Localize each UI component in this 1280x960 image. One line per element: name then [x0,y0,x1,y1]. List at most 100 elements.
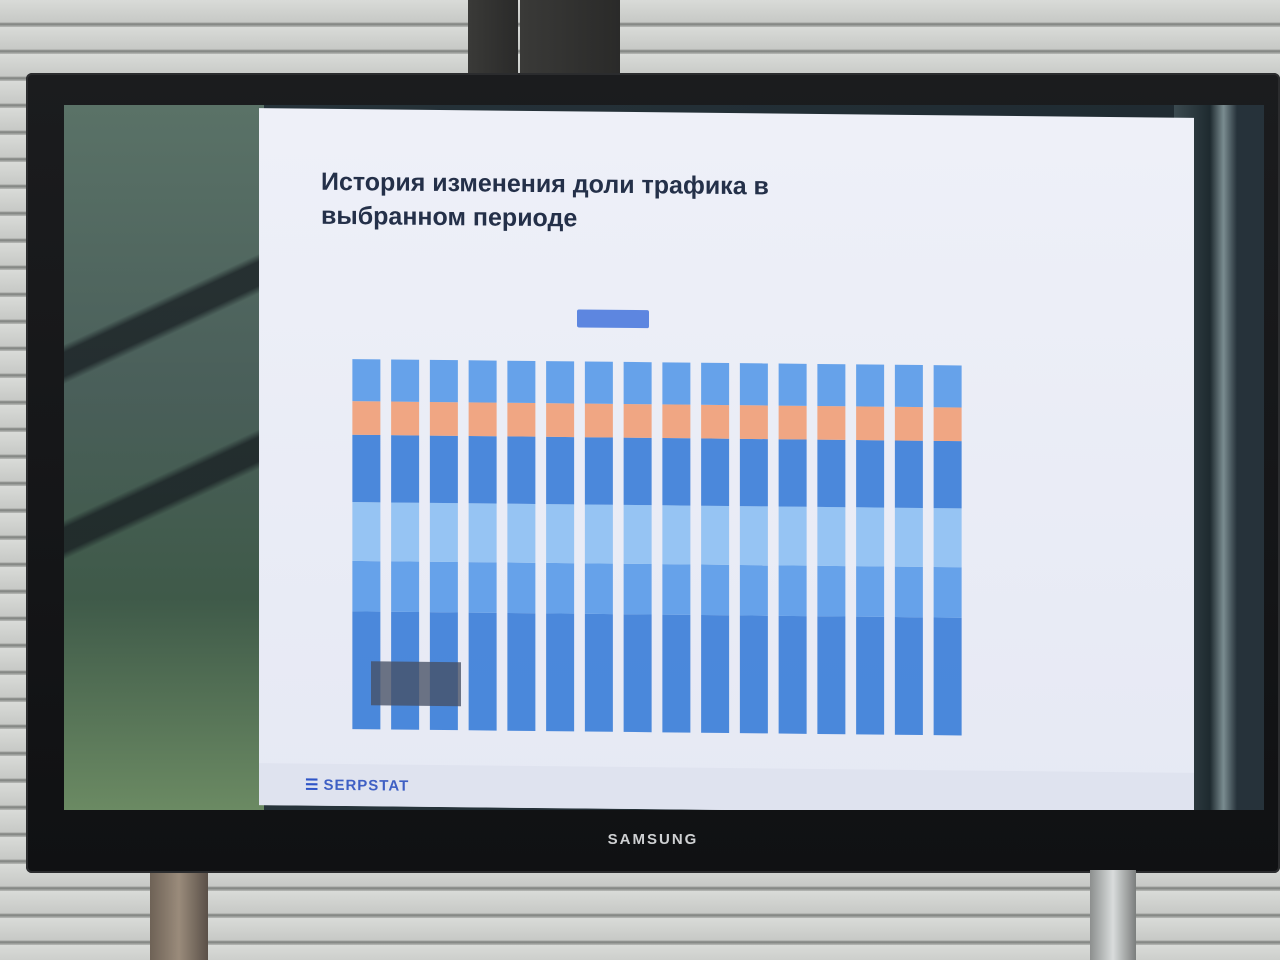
presentation-slide: История изменения доли трафика в выбранн… [259,108,1194,810]
bar-segment [429,502,458,563]
bar-segment [856,566,885,617]
bar-segment [468,402,497,437]
bar-segment [584,563,613,615]
bar-segment [623,614,652,733]
row-number-column [309,341,329,761]
chart-tooltip [371,661,461,707]
bar-segment [623,504,652,565]
bar-segment [778,615,807,734]
tv-stand-leg [150,870,208,960]
slide-title: История изменения доли трафика в выбранн… [321,165,921,239]
bar-segment [739,438,768,507]
bar-segment [662,505,691,565]
bar-segment [856,616,885,735]
bar-segment [623,403,652,438]
logo-mark-icon: ☰ [305,776,320,794]
bar-segment [778,439,807,507]
bar-segment [739,564,768,616]
bar-segment [894,617,923,736]
bar-segment [584,613,613,732]
bar-segment [933,566,962,618]
bar-segment [662,614,691,733]
window-reflection [64,105,264,810]
bar-segment [894,507,923,567]
bar-segment [894,440,923,509]
bar-segment [856,507,885,567]
bar-segment [701,404,730,439]
slide-title-line: выбранном периоде [321,201,578,233]
bar-segment [546,504,575,564]
bar-segment [507,360,536,404]
bar-segment [429,359,458,403]
bar-segment [546,361,575,404]
bar-segment [778,506,807,566]
bar-segment [352,502,381,562]
bar-segment [391,359,420,402]
bar-segment [817,439,846,508]
bar-segment [778,405,807,440]
bar-segment [468,612,497,731]
right-table-column [959,310,1079,781]
bar-segment [933,440,962,509]
bar-segment [933,407,962,442]
bar-segment [817,565,846,617]
bar-segment [546,562,575,614]
tv-screen: История изменения доли трафика в выбранн… [26,73,1280,873]
bar-segment [584,504,613,564]
bar-segment [507,436,536,504]
bar-segment [352,359,381,402]
bar-segment [352,434,381,503]
stacked-bar-chart [352,359,962,736]
bar-segment [546,613,575,732]
bar-segment [778,565,807,617]
bar-segment [352,401,381,436]
bar-segment [507,402,536,437]
bar-segment [739,363,768,406]
bar-segment [584,437,613,505]
serpstat-logo: ☰ SERPSTAT [305,776,409,795]
bar-segment [894,364,923,408]
bar-segment [739,405,768,440]
bar-segment [856,440,885,508]
bar-segment [468,503,497,563]
bar-segment [623,437,652,506]
tv-stand-leg [1090,870,1136,960]
bar-segment [701,615,730,734]
bar-segment [662,438,691,506]
bar-segment [817,616,846,735]
window-frame-post [520,0,620,80]
apply-button[interactable] [577,309,649,329]
bar-segment [623,563,652,615]
bar-segment [856,364,885,407]
bar-segment [429,401,458,436]
bar-segment [739,615,768,734]
bar-segment [546,403,575,438]
bar-segment [701,505,730,565]
bar-segment [391,561,420,613]
bar-segment [546,436,575,505]
bar-segment [507,562,536,614]
bar-segment [933,508,962,568]
bar-segment [391,502,420,562]
bar-segment [933,365,962,408]
bar-segment [468,435,497,504]
bar-segment [856,406,885,441]
bar-segment [584,361,613,404]
table-header-columns [309,287,1119,305]
bar-segment [701,362,730,406]
window-frame-post [468,0,518,80]
logo-text: SERPSTAT [323,776,410,795]
bar-segment [468,360,497,403]
bar-segment [584,403,613,438]
bar-segment [894,406,923,441]
bar-segment [739,506,768,566]
tv-brand-label: SAMSUNG [607,831,699,848]
bar-segment [391,401,420,436]
bar-segment [429,435,458,504]
bar-segment [701,438,730,506]
bar-segment [778,363,807,406]
bar-segment [429,561,458,613]
bar-segment [507,503,536,563]
table-header-dates [309,267,1119,285]
bar-segment [817,506,846,567]
